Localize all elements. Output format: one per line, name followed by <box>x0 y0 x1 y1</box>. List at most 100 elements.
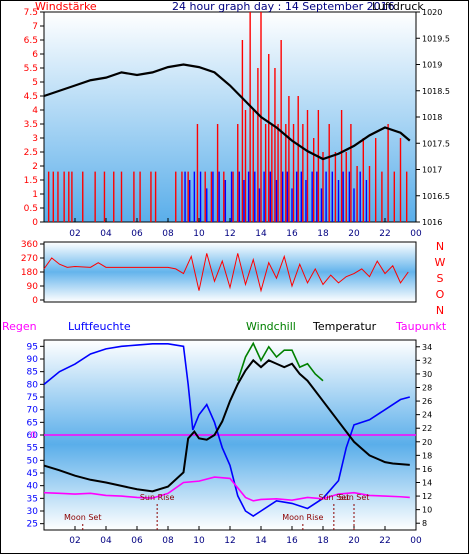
x-tick-label-lower: 04 <box>100 536 112 546</box>
x-tick-label: 18 <box>317 229 329 239</box>
humidity-tick-label: 95 <box>27 342 38 352</box>
x-tick-label: 14 <box>255 229 267 239</box>
wind-direction-line <box>43 253 409 293</box>
left-axis-label-windstaerke: Windstärke <box>35 0 97 13</box>
right-axis-label-luftdruck: Luftdruck <box>372 0 424 13</box>
rise-annotation: Sun Rise <box>140 493 175 502</box>
direction-tick-label: 180 <box>21 268 38 278</box>
humidity-tick-label: 30 <box>27 507 39 517</box>
x-tick-label: 10 <box>193 229 205 239</box>
x-tick-label-lower: 06 <box>131 536 143 546</box>
label-luftfeuchte: Luftfeuchte <box>68 320 131 333</box>
compass-letter: N <box>436 304 444 317</box>
pressure-line <box>43 63 411 161</box>
temperature-line <box>43 358 410 493</box>
right-tick-label: 1016 <box>422 218 442 227</box>
temperature-tick-label: 30 <box>422 370 432 379</box>
x-tick-label: 20 <box>348 229 360 239</box>
label-taupunkt: Taupunkt <box>395 320 447 333</box>
left-tick-label: 1.5 <box>24 176 38 186</box>
x-tick-label-lower: 22 <box>379 536 390 546</box>
x-tick-label: 02 <box>69 229 80 239</box>
right-tick-label: 1020 <box>422 8 442 17</box>
x-tick-label-lower: 20 <box>348 536 360 546</box>
direction-tick-label: 270 <box>21 254 38 264</box>
humidity-tick-label: 25 <box>27 520 38 530</box>
x-tick-label: 16 <box>286 229 298 239</box>
x-tick-label-lower: 00 <box>410 536 422 546</box>
left-tick-label: 4 <box>32 106 38 116</box>
left-tick-label: 5.5 <box>24 64 38 74</box>
temperature-tick-label: 14 <box>422 479 432 488</box>
left-tick-label: 2 <box>32 162 38 172</box>
direction-tick-label: 90 <box>27 282 39 292</box>
page-title: 24 hour graph day : 14 September 2016 <box>172 0 395 13</box>
humidity-tick-label: 85 <box>27 368 38 378</box>
humidity-tick-label: 35 <box>27 494 38 504</box>
compass-letter: O <box>436 288 445 301</box>
left-tick-label: 4.5 <box>24 92 38 102</box>
temperature-tick-label: 18 <box>422 451 432 460</box>
panel-wind-direction-bg <box>43 241 417 303</box>
temperature-tick-label: 34 <box>422 343 432 352</box>
temperature-tick-label: 8 <box>422 519 427 528</box>
x-tick-label-lower: 02 <box>69 536 80 546</box>
x-tick-label: 00 <box>410 229 422 239</box>
humidity-tick-label: 80 <box>27 380 39 390</box>
rise-annotation: Moon Rise <box>282 513 323 522</box>
left-tick-label: 0.5 <box>24 204 38 214</box>
humidity-line <box>43 342 411 518</box>
temperature-tick-label: 32 <box>422 356 432 365</box>
rain-zero-label: 0 <box>30 431 36 441</box>
set-annotation: Moon Set <box>64 513 101 522</box>
humidity-tick-label: 60 <box>27 431 39 441</box>
label-regen: Regen <box>2 320 37 333</box>
left-tick-label: 1 <box>32 190 38 200</box>
left-tick-label: 3 <box>32 134 38 144</box>
x-tick-label-lower: 18 <box>317 536 329 546</box>
dewpoint-line <box>43 476 410 502</box>
temperature-tick-label: 28 <box>422 384 432 393</box>
temperature-tick-label: 26 <box>422 397 432 406</box>
right-tick-label: 1017 <box>422 166 442 175</box>
set-annotation: Sun Set <box>318 493 349 502</box>
compass-letter: S <box>437 272 444 285</box>
direction-tick-label: 360 <box>21 240 38 250</box>
set-annotation: Sun Set <box>339 493 370 502</box>
x-tick-label: 04 <box>100 229 112 239</box>
humidity-tick-label: 90 <box>27 355 39 365</box>
left-tick-label: 7 <box>32 22 38 32</box>
direction-tick-label: 0 <box>32 296 38 306</box>
chart-marks: 00.511.522.533.544.555.566.577.510161016… <box>21 8 450 546</box>
left-tick-label: 0 <box>32 218 38 228</box>
right-tick-label: 1017.5 <box>422 139 450 148</box>
right-tick-label: 1018.5 <box>422 87 450 96</box>
right-tick-label: 1019 <box>422 61 442 70</box>
temperature-tick-label: 24 <box>422 411 432 420</box>
label-windchill: Windchill <box>246 320 296 333</box>
temperature-tick-label: 20 <box>422 438 432 447</box>
left-tick-label: 2.5 <box>24 148 38 158</box>
left-tick-label: 6 <box>32 50 38 60</box>
x-tick-label-lower: 14 <box>255 536 267 546</box>
right-tick-label: 1016.5 <box>422 192 450 201</box>
x-tick-label-lower: 16 <box>286 536 298 546</box>
right-tick-label: 1018 <box>422 113 442 122</box>
x-tick-label: 06 <box>131 229 143 239</box>
temperature-tick-label: 10 <box>422 506 432 515</box>
humidity-tick-label: 55 <box>27 444 38 454</box>
right-tick-label: 1019.5 <box>422 34 450 43</box>
windchill-line <box>236 341 324 382</box>
humidity-tick-label: 50 <box>27 456 39 466</box>
temperature-tick-label: 22 <box>422 424 432 433</box>
x-tick-label: 08 <box>162 229 174 239</box>
compass-letter: N <box>436 240 444 253</box>
humidity-tick-label: 65 <box>27 418 38 428</box>
compass-letter: W <box>435 256 446 269</box>
humidity-tick-label: 70 <box>27 406 39 416</box>
humidity-tick-label: 45 <box>27 469 38 479</box>
x-tick-label-lower: 12 <box>224 536 235 546</box>
left-tick-label: 5 <box>32 78 38 88</box>
